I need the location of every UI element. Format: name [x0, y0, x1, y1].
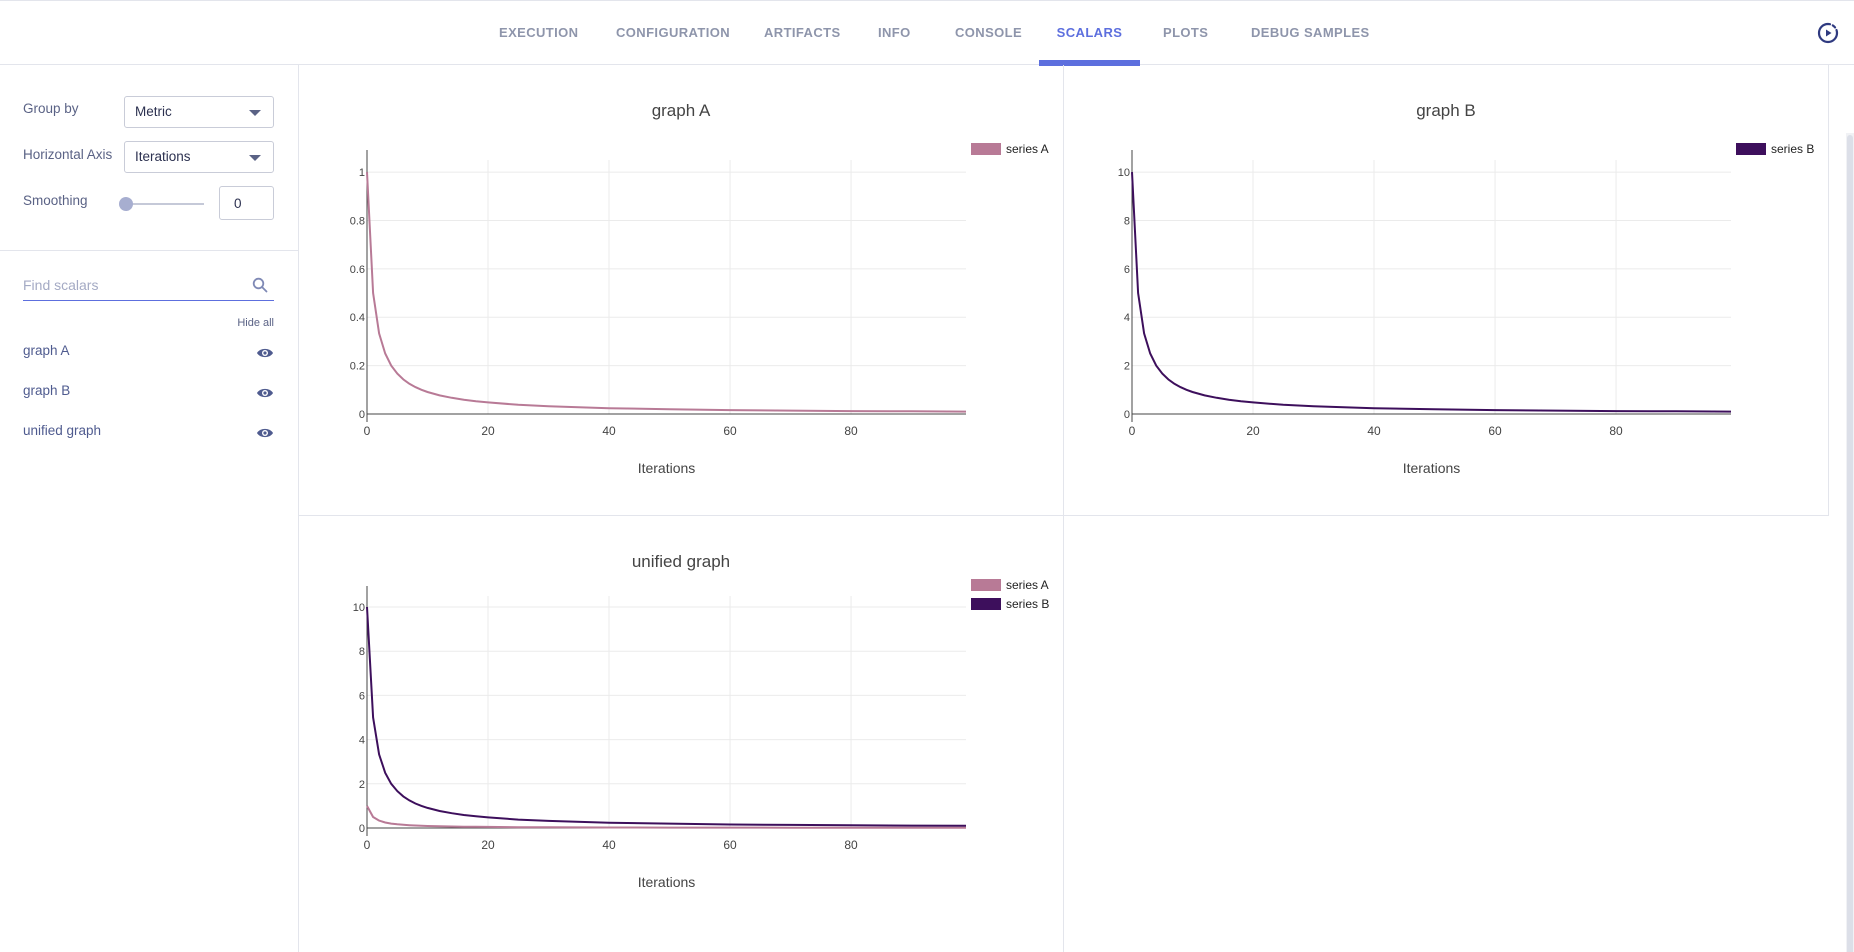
y-tick-label: 2	[1124, 361, 1130, 373]
tab-info[interactable]: INFO	[878, 25, 911, 40]
search-input[interactable]	[23, 271, 243, 299]
x-axis-label: Iterations	[638, 874, 696, 890]
x-tick-label: 40	[602, 424, 616, 438]
legend-swatch	[971, 598, 1001, 610]
y-tick-label: 4	[1124, 312, 1130, 324]
x-tick-label: 0	[364, 424, 371, 438]
horizontal-axis-select[interactable]: Iterations	[124, 141, 274, 173]
metric-item-unified-graph[interactable]: unified graph	[23, 423, 274, 447]
y-tick-label: 6	[1124, 264, 1130, 276]
smoothing-label: Smoothing	[23, 193, 88, 208]
metric-label: graph B	[23, 383, 71, 398]
eye-icon[interactable]	[256, 346, 274, 360]
x-tick-label: 60	[1488, 424, 1502, 438]
refresh-icon[interactable]	[1816, 21, 1840, 45]
series-line	[366, 805, 966, 829]
scalars-main-area: graph A 0 0.2 0.4 0.6 0.8 1 0 20 40 60 80 Iteration…	[299, 65, 1854, 952]
tab-console[interactable]: CONSOLE	[955, 25, 1023, 40]
y-tick-label: 10	[1118, 167, 1130, 179]
tab-debug-samples[interactable]: DEBUG SAMPLES	[1251, 25, 1370, 40]
smoothing-slider-thumb[interactable]	[119, 197, 133, 211]
y-tick-label: 0	[359, 409, 365, 421]
chevron-down-icon	[249, 155, 261, 161]
y-tick-label: 8	[359, 646, 365, 658]
metric-label: graph A	[23, 343, 70, 358]
x-tick-label: 80	[844, 424, 858, 438]
chart-title: unified graph	[631, 552, 731, 571]
series-line	[1131, 172, 1732, 413]
tab-plots[interactable]: PLOTS	[1163, 25, 1209, 40]
x-tick-label: 80	[1609, 424, 1623, 438]
x-tick-label: 60	[723, 838, 737, 852]
chart-panel-unified-graph: unified graph 0 2 4 6 8 10 0 20 40 60 80 Iterations…	[299, 516, 1064, 952]
smoothing-input[interactable]	[219, 186, 274, 220]
top-nav-bar: EXECUTION CONFIGURATION ARTIFACTS INFO C…	[0, 0, 1854, 66]
legend-label: series A	[1006, 142, 1049, 156]
x-tick-label: 40	[602, 838, 616, 852]
x-tick-label: 0	[1129, 424, 1136, 438]
tab-bar: EXECUTION CONFIGURATION ARTIFACTS INFO C…	[0, 1, 1854, 66]
chart-graph-a[interactable]: 0 0.2 0.4 0.6 0.8 1 0 20 40 60 80 Iterations series …	[299, 65, 1064, 516]
chart-panel-graph-b: graph B 0 2 4 6 8 10 0 20 40 60 80 Iterations series…	[1064, 65, 1829, 516]
x-tick-label: 0	[364, 838, 371, 852]
chart-panel-graph-a: graph A 0 0.2 0.4 0.6 0.8 1 0 20 40 60 80 Iteration…	[299, 65, 1064, 516]
eye-icon[interactable]	[256, 426, 274, 440]
group-by-label: Group by	[23, 101, 79, 116]
legend-label: series B	[1771, 142, 1814, 156]
x-tick-label: 60	[723, 424, 737, 438]
chart-title: graph B	[1416, 101, 1476, 120]
chart-graph-b[interactable]: 0 2 4 6 8 10 0 20 40 60 80 Iterations series B	[1064, 65, 1829, 516]
legend-label: series A	[1006, 578, 1049, 592]
x-tick-label: 20	[1246, 424, 1260, 438]
y-tick-label: 0.6	[350, 264, 365, 276]
y-tick-label: 10	[353, 602, 365, 614]
y-tick-label: 1	[359, 167, 365, 179]
y-tick-label: 6	[359, 690, 365, 702]
y-tick-label: 2	[359, 779, 365, 791]
tab-execution[interactable]: EXECUTION	[499, 25, 579, 40]
series-line	[366, 172, 967, 413]
chart-title: graph A	[651, 101, 711, 120]
chevron-down-icon	[249, 110, 261, 116]
group-by-select[interactable]: Metric	[124, 96, 274, 128]
eye-icon[interactable]	[256, 386, 274, 400]
y-tick-label: 8	[1124, 215, 1130, 227]
legend-swatch	[971, 579, 1001, 591]
sidebar-divider	[0, 250, 299, 251]
search-field	[23, 271, 274, 301]
y-tick-label: 0	[359, 823, 365, 835]
smoothing-slider[interactable]	[124, 203, 204, 205]
group-by-value: Metric	[135, 104, 172, 119]
tab-artifacts[interactable]: ARTIFACTS	[764, 25, 841, 40]
horizontal-axis-label: Horizontal Axis	[23, 147, 113, 162]
search-icon[interactable]	[252, 277, 268, 293]
y-tick-label: 4	[359, 735, 365, 747]
metric-item-graph-a[interactable]: graph A	[23, 343, 274, 367]
chart-unified-graph[interactable]: 0 2 4 6 8 10 0 20 40 60 80 Iterations series A series…	[299, 516, 1064, 952]
metric-item-graph-b[interactable]: graph B	[23, 383, 274, 407]
x-axis-label: Iterations	[1403, 460, 1461, 476]
scrollbar-thumb[interactable]	[1847, 135, 1853, 952]
horizontal-axis-value: Iterations	[135, 149, 191, 164]
tab-scalars[interactable]: SCALARS	[1039, 1, 1140, 66]
scalars-sidebar: Group by Metric Horizontal Axis Iteratio…	[0, 65, 299, 952]
x-tick-label: 80	[844, 838, 858, 852]
y-tick-label: 0	[1124, 409, 1130, 421]
x-tick-label: 20	[481, 424, 495, 438]
x-tick-label: 20	[481, 838, 495, 852]
metric-label: unified graph	[23, 423, 102, 438]
hide-all-link[interactable]: Hide all	[237, 317, 274, 329]
tab-configuration[interactable]: CONFIGURATION	[616, 25, 731, 40]
y-tick-label: 0.8	[350, 215, 365, 227]
y-tick-label: 0.2	[350, 361, 365, 373]
legend-swatch	[1736, 143, 1766, 155]
x-axis-label: Iterations	[638, 460, 696, 476]
legend-swatch	[971, 143, 1001, 155]
y-tick-label: 0.4	[350, 312, 365, 324]
series-line	[366, 606, 967, 827]
x-tick-label: 40	[1367, 424, 1381, 438]
legend-label: series B	[1006, 597, 1049, 611]
